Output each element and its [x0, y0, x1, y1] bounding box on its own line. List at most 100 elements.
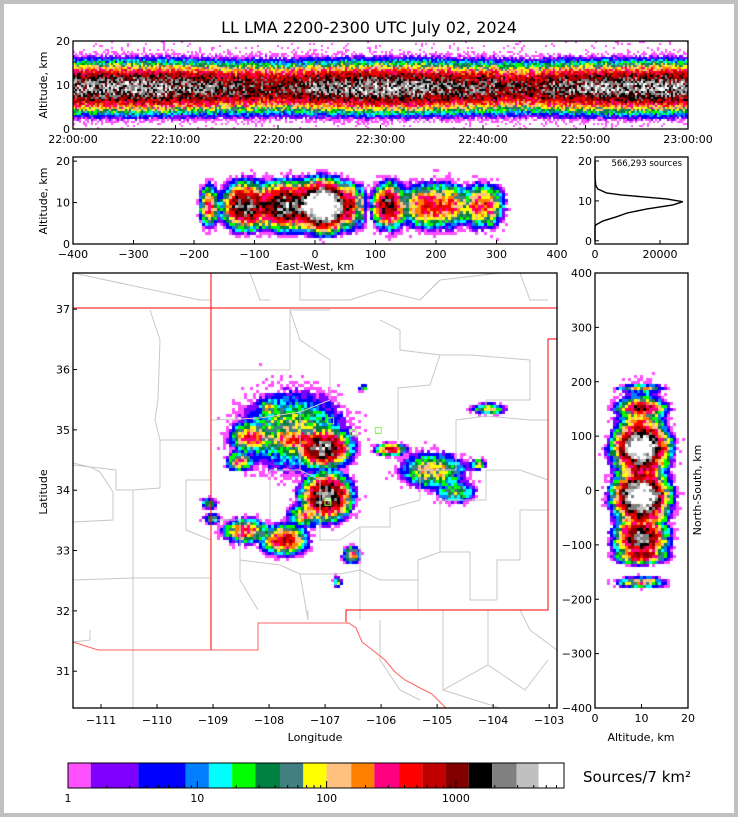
ns-height-frame [594, 272, 689, 709]
map-xtick-label: −103 [534, 714, 564, 727]
time-height-density [73, 41, 688, 129]
ns-height-ytick-label: −100 [562, 539, 592, 552]
state-border [72, 273, 558, 709]
source-count-annotation: 566,293 sources [611, 159, 682, 169]
map-ytick-label: 36 [56, 364, 70, 377]
ew-height-xtick-label: −100 [239, 248, 269, 261]
county-lines [72, 272, 558, 709]
map-xtick-label: −111 [86, 714, 116, 727]
colorbar-tick-label: 10 [190, 792, 204, 805]
colorbar-segment [208, 763, 233, 788]
ns-height-ytick-label: 200 [571, 376, 592, 389]
ns-height-ytick-label: 0 [585, 485, 592, 498]
colorbar-segment [374, 763, 399, 788]
time-height-ytick-label: 0 [63, 123, 70, 136]
map-xtick-label: −107 [310, 714, 340, 727]
map-ytick-label: 32 [56, 605, 70, 618]
histogram-ytick-label: 0 [585, 235, 592, 248]
altitude-histogram-line [594, 160, 684, 241]
time-height-frame [72, 40, 689, 130]
colorbar-frame [67, 762, 565, 789]
time-height-xtick-label: 23:00:00 [663, 133, 712, 146]
map-ytick-label: 31 [56, 665, 70, 678]
colorbar-segment [185, 763, 209, 788]
map-xtick-label: −104 [478, 714, 508, 727]
map-frame [72, 272, 558, 709]
ns-height-xtick-label: 10 [635, 712, 649, 725]
colorbar-segment [445, 763, 469, 788]
time-height-ylabel: Altitude, km [37, 51, 50, 118]
time-height-ytick-label: 10 [56, 79, 70, 92]
ew-height-xtick-label: −200 [179, 248, 209, 261]
ns-height-ylabel: North-South, km [691, 445, 704, 536]
colorbar-segment [422, 763, 446, 788]
map-ytick-label: 37 [56, 303, 70, 316]
map-ytick-label: 34 [56, 484, 70, 497]
ns-height-ytick-label: 100 [571, 430, 592, 443]
map-ylabel: Latitude [37, 469, 50, 515]
station-markers [324, 417, 382, 506]
ns-height-ytick-label: −400 [562, 702, 592, 715]
time-height-xtick-label: 22:30:00 [356, 133, 405, 146]
ew-height-xtick-label: −400 [58, 248, 88, 261]
colorbar-segment [232, 763, 256, 788]
time-height-xtick-label: 22:00:00 [48, 133, 97, 146]
colorbar-segment [90, 763, 139, 788]
time-height-xtick-label: 22:10:00 [151, 133, 200, 146]
colorbar-segment [326, 763, 352, 788]
map-xtick-label: −106 [366, 714, 396, 727]
map-ytick-label: 35 [56, 424, 70, 437]
ns-height-xtick-label: 0 [592, 712, 599, 725]
ew-height-xtick-label: 400 [547, 248, 568, 261]
time-height-xtick-label: 22:20:00 [253, 133, 302, 146]
colorbar-tick-label: 100 [316, 792, 337, 805]
station-marker [374, 426, 382, 434]
colorbar-segment [68, 763, 91, 788]
ns-height-ytick-label: 400 [571, 267, 592, 280]
ew-height-xtick-label: −300 [118, 248, 148, 261]
ew-height-frame [72, 156, 558, 245]
ns-height-ytick-label: −300 [562, 648, 592, 661]
map-xtick-label: −105 [422, 714, 452, 727]
colorbar-segment [279, 763, 304, 788]
station-marker [327, 417, 335, 425]
ew-height-xlabel: East-West, km [276, 260, 354, 273]
ew-height-density [73, 157, 557, 244]
time-height-xtick-label: 22:40:00 [458, 133, 507, 146]
map-xtick-label: −110 [142, 714, 172, 727]
colorbar-tick-label: 1000 [442, 792, 470, 805]
map-ytick-label: 33 [56, 545, 70, 558]
map-xtick-label: −108 [254, 714, 284, 727]
colorbar-segment [538, 763, 564, 788]
figure-title: LL LMA 2200-2300 UTC July 02, 2024 [221, 18, 517, 37]
ew-height-xtick-label: 200 [426, 248, 447, 261]
colorbar-segment [351, 763, 375, 788]
colorbar-label: Sources/7 km² [583, 768, 692, 786]
ns-height-ytick-label: 300 [571, 321, 592, 334]
histogram-xtick-label: 20000 [643, 248, 678, 261]
histogram-xtick-label: 0 [592, 248, 599, 261]
ns-height-xtick-label: 20 [681, 712, 695, 725]
ns-height-ytick-label: −200 [562, 593, 592, 606]
time-height-ytick-label: 20 [56, 35, 70, 48]
colorbar-segment [516, 763, 539, 788]
plan-view-density [73, 273, 557, 708]
station-marker [349, 429, 357, 437]
station-marker [324, 498, 332, 506]
ew-height-xtick-label: 100 [365, 248, 386, 261]
histogram-ytick-label: 20 [578, 155, 592, 168]
colorbar-segment [398, 763, 423, 788]
ew-height-ytick-label: 0 [63, 238, 70, 251]
ew-height-ytick-label: 20 [56, 155, 70, 168]
map-xtick-label: −109 [198, 714, 228, 727]
ns-height-xlabel: Altitude, km [607, 731, 674, 744]
ew-height-ytick-label: 10 [56, 197, 70, 210]
ew-height-ylabel: Altitude, km [37, 167, 50, 234]
time-height-xtick-label: 22:50:00 [561, 133, 610, 146]
ew-height-xtick-label: 300 [486, 248, 507, 261]
histogram-ytick-label: 10 [578, 195, 592, 208]
colorbar-segment [138, 763, 186, 788]
colorbar-segment [303, 763, 327, 788]
colorbar-segment [468, 763, 493, 788]
ew-height-xtick-label: 0 [312, 248, 319, 261]
